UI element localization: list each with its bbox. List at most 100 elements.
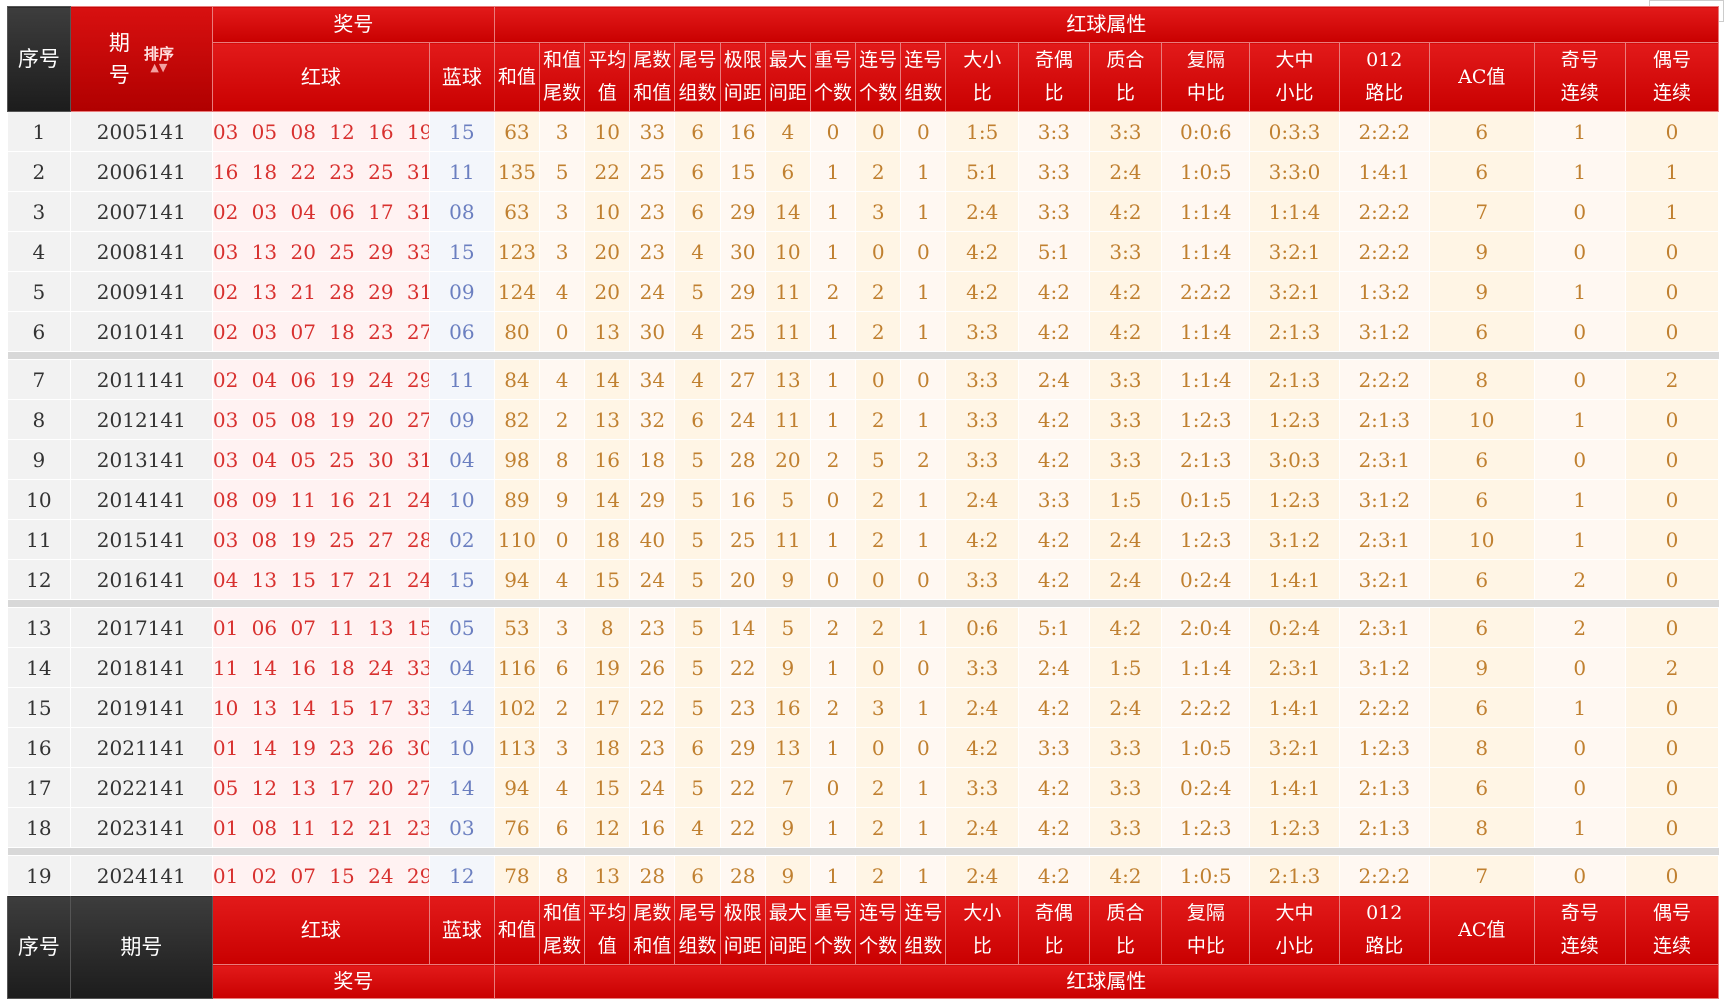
- row-attr-18: 2: [1624, 647, 1720, 688]
- footer-col-4-line-0: 尾号: [678, 902, 717, 924]
- row-red-balls: 03 05 08 19 20 27: [211, 399, 430, 440]
- row-attr-14: 3:2:1: [1249, 727, 1340, 768]
- row-attr-8: 2: [855, 151, 902, 192]
- header-col-18-line-1: 连续: [1652, 82, 1691, 104]
- row-attr-7: 1: [809, 855, 857, 896]
- row-attr-5: 24: [719, 399, 766, 440]
- row-red-balls: 02 03 07 18 23 27: [211, 311, 430, 352]
- row-attr-2: 18: [584, 727, 631, 768]
- row-attr-5: 28: [719, 855, 766, 896]
- row-attr-11: 3:3: [1018, 479, 1090, 520]
- row-attr-1: 9: [539, 479, 586, 520]
- row-attr-12: 3:3: [1088, 111, 1163, 152]
- row-attr-3: 23: [629, 231, 676, 272]
- table-body: 1 2005141 03 05 08 12 16 19 15 63 3 10 33 6 16 4 0 0…: [7, 111, 1720, 896]
- header-col-11-line-1: 比: [1044, 82, 1064, 104]
- header-col-10: 大小比: [945, 42, 1020, 112]
- row-period: 2019141: [69, 687, 213, 728]
- row-attr-12: 3:3: [1088, 399, 1163, 440]
- footer-group-red-attr: 红球属性: [493, 964, 1720, 999]
- row-period: 2022141: [69, 767, 213, 808]
- row-attr-1: 3: [539, 727, 586, 768]
- row-attr-4: 6: [674, 727, 721, 768]
- row-blue-ball: 02: [428, 519, 495, 560]
- row-seq: 3: [7, 191, 71, 232]
- row-attr-16: 8: [1428, 807, 1535, 848]
- row-attr-11: 5:1: [1018, 231, 1090, 272]
- row-attr-8: 2: [855, 311, 902, 352]
- row-attr-4: 4: [674, 231, 721, 272]
- footer-red: 红球: [211, 895, 430, 965]
- row-attr-15: 3:1:2: [1338, 479, 1430, 520]
- row-attr-10: 4:2: [945, 231, 1020, 272]
- row-attr-12: 3:3: [1088, 359, 1163, 400]
- row-attr-0: 78: [493, 855, 541, 896]
- row-attr-11: 4:2: [1018, 399, 1090, 440]
- row-attr-9: 0: [900, 647, 947, 688]
- sort-control[interactable]: 排序 ▲▼: [144, 46, 174, 73]
- footer-col-18-line-1: 连续: [1652, 935, 1691, 957]
- row-seq: 6: [7, 311, 71, 352]
- row-attr-11: 4:2: [1018, 519, 1090, 560]
- row-attr-15: 1:3:2: [1338, 271, 1430, 312]
- row-attr-17: 1: [1533, 479, 1626, 520]
- row-attr-1: 8: [539, 439, 586, 480]
- row-attr-7: 0: [809, 767, 857, 808]
- row-attr-17: 1: [1533, 807, 1626, 848]
- row-attr-14: 2:1:3: [1249, 855, 1340, 896]
- row-attr-10: 3:3: [945, 311, 1020, 352]
- footer-col-4: 尾号 组数: [674, 895, 721, 965]
- header-col-4: 尾号 组数: [674, 42, 721, 112]
- row-attr-17: 1: [1533, 687, 1626, 728]
- row-attr-3: 23: [629, 727, 676, 768]
- row-attr-11: 5:1: [1018, 607, 1090, 648]
- table-row: 10 2014141 08 09 11 16 21 24 10 89 9 14 29 5 16 5 0…: [7, 479, 1720, 520]
- row-attr-17: 0: [1533, 647, 1626, 688]
- footer-col-6-line-0: 最大: [768, 902, 807, 924]
- row-attr-5: 25: [719, 519, 766, 560]
- row-attr-12: 3:3: [1088, 439, 1163, 480]
- row-attr-9: 1: [900, 151, 947, 192]
- header-col-13-line-1: 中比: [1186, 82, 1225, 104]
- header-col-13: 复隔 中比: [1161, 42, 1251, 112]
- header-col-11-line-0: 奇偶: [1034, 49, 1073, 71]
- table-row: 9 2013141 03 04 05 25 30 31 04 98 8 16 18 5 28 20 2…: [7, 439, 1720, 480]
- row-attr-16: 6: [1428, 479, 1535, 520]
- row-attr-4: 5: [674, 439, 721, 480]
- row-attr-7: 1: [809, 311, 857, 352]
- row-seq: 10: [7, 479, 71, 520]
- footer-col-3-line-0: 尾数: [633, 902, 672, 924]
- row-attr-14: 2:3:1: [1249, 647, 1340, 688]
- row-attr-6: 5: [764, 479, 811, 520]
- row-attr-12: 3:3: [1088, 807, 1163, 848]
- row-attr-17: 1: [1533, 519, 1626, 560]
- row-attr-0: 110: [493, 519, 541, 560]
- row-attr-18: 0: [1624, 311, 1720, 352]
- row-period: 2024141: [69, 855, 213, 896]
- table-row: 1 2005141 03 05 08 12 16 19 15 63 3 10 33 6 16 4 0 0…: [7, 111, 1720, 152]
- row-attr-3: 34: [629, 359, 676, 400]
- row-attr-1: 3: [539, 111, 586, 152]
- header-period-sortable[interactable]: 期 号 排序 ▲▼: [69, 6, 213, 112]
- row-attr-17: 0: [1533, 439, 1626, 480]
- row-attr-4: 4: [674, 807, 721, 848]
- table-row: 2 2006141 16 18 22 23 25 31 11 135 5 22 25 6 15 6 1…: [7, 151, 1720, 192]
- footer-col-9-line-1: 组数: [904, 935, 943, 957]
- row-attr-0: 82: [493, 399, 541, 440]
- row-attr-17: 2: [1533, 559, 1626, 600]
- row-attr-15: 2:2:2: [1338, 687, 1430, 728]
- row-attr-11: 4:2: [1018, 807, 1090, 848]
- row-attr-3: 24: [629, 271, 676, 312]
- row-attr-3: 24: [629, 767, 676, 808]
- row-attr-6: 7: [764, 767, 811, 808]
- row-attr-9: 1: [900, 271, 947, 312]
- separator-cell: [7, 599, 1719, 608]
- row-attr-0: 89: [493, 479, 541, 520]
- row-attr-14: 1:2:3: [1249, 399, 1340, 440]
- row-red-balls: 01 08 11 12 21 23: [211, 807, 430, 848]
- row-period: 2013141: [69, 439, 213, 480]
- row-attr-12: 4:2: [1088, 607, 1163, 648]
- row-attr-16: 6: [1428, 311, 1535, 352]
- row-attr-18: 0: [1624, 111, 1720, 152]
- footer-col-18-line-0: 偶号: [1652, 902, 1691, 924]
